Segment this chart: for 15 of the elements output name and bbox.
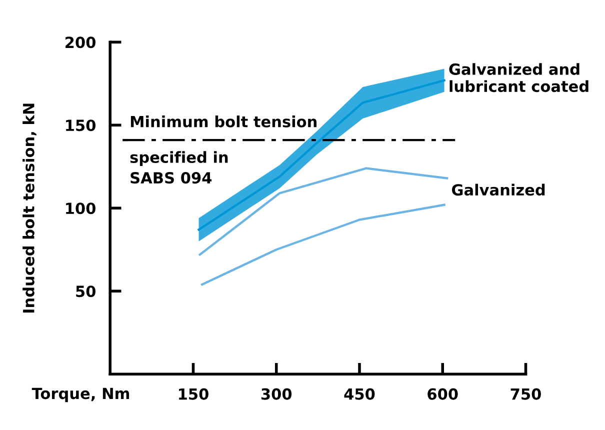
x-tick-label: 600 xyxy=(428,388,458,400)
y-tick-label: 150 xyxy=(66,120,96,132)
x-axis-title: Torque, Nm xyxy=(32,388,130,402)
text: Minimum bolt tension specified in SABS 094 xyxy=(130,116,316,184)
series-label: Galvanized xyxy=(452,184,545,196)
line-series xyxy=(200,204,446,286)
series-label: Galvanized and lubricant coated xyxy=(449,63,588,92)
y-axis-title: Induced bolt tension, kN xyxy=(22,104,36,313)
y-tick-label: 200 xyxy=(66,36,96,48)
x-tick-label: 750 xyxy=(510,388,541,400)
x-tick-label: 450 xyxy=(344,388,375,400)
x-tick-label: 300 xyxy=(261,388,292,400)
y-tick-label: 50 xyxy=(76,286,96,298)
x-tick-label: 150 xyxy=(179,388,208,400)
y-tick-label: 100 xyxy=(66,202,96,214)
